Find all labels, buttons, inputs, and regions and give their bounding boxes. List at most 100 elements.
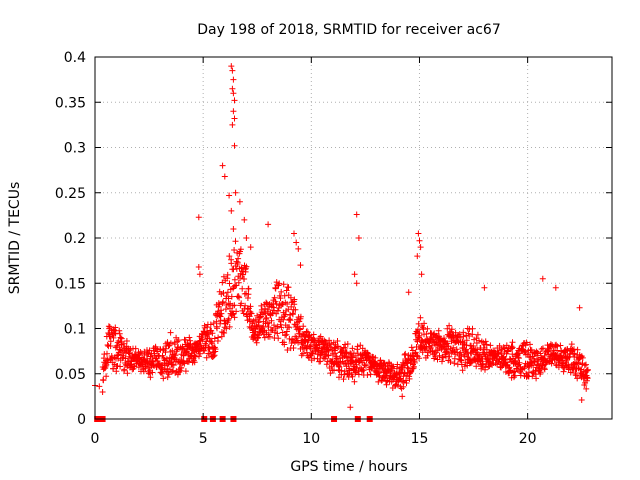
data-point [231, 276, 238, 283]
data-point [415, 334, 422, 341]
data-point [245, 291, 252, 298]
data-point [265, 306, 271, 313]
data-point [236, 294, 243, 301]
data-point [576, 304, 583, 311]
data-point [343, 349, 350, 356]
y-tick-label: 0.2 [64, 231, 86, 247]
data-point [284, 301, 291, 307]
data-point [223, 325, 230, 332]
data-point [512, 372, 518, 379]
data-point [213, 318, 220, 325]
data-point [297, 313, 304, 320]
data-point [474, 346, 481, 353]
data-point [541, 352, 548, 359]
data-point [383, 381, 390, 388]
data-point [218, 310, 225, 317]
data-point [524, 351, 531, 358]
x-tick-label: 10 [302, 431, 320, 447]
data-point [229, 85, 236, 92]
data-point [114, 342, 121, 349]
data-point [415, 326, 421, 333]
data-point [274, 307, 281, 314]
data-point [272, 285, 279, 292]
data-point [349, 359, 355, 366]
data-point [182, 337, 189, 343]
data-point [372, 354, 379, 361]
data-point [350, 358, 356, 365]
data-point [117, 334, 124, 341]
data-point [197, 350, 204, 357]
x-tick-label: 5 [199, 431, 208, 447]
data-point [462, 359, 469, 366]
data-point [291, 296, 298, 303]
data-point [482, 338, 489, 345]
data-point [473, 363, 480, 370]
data-point [232, 238, 239, 245]
data-point [230, 226, 237, 232]
data-point [448, 328, 454, 335]
data-point [508, 345, 515, 352]
data-point [338, 367, 345, 374]
data-point [180, 352, 187, 359]
data-point [402, 350, 409, 357]
data-point [268, 317, 275, 324]
data-point [236, 198, 243, 205]
data-point [278, 301, 285, 308]
data-point [285, 284, 292, 291]
data-point [120, 340, 127, 347]
data-point [278, 324, 285, 331]
data-point [202, 342, 209, 349]
data-point [241, 276, 248, 282]
data-point [340, 376, 347, 383]
data-point [222, 306, 229, 313]
data-point [367, 371, 374, 378]
data-point [281, 341, 288, 348]
data-point [515, 355, 522, 362]
data-point [424, 325, 431, 332]
data-point [344, 341, 351, 347]
data-points [92, 63, 591, 411]
data-point [226, 192, 233, 199]
data-point [231, 302, 238, 309]
data-point [578, 397, 585, 403]
data-point [506, 364, 513, 371]
data-point [211, 335, 218, 342]
data-point [266, 333, 273, 340]
data-point [104, 350, 110, 357]
data-point [557, 342, 564, 349]
data-point [348, 351, 355, 358]
y-axis-ticks: 0 0.05 0.1 0.15 0.2 0.25 0.3 0.35 0.4 [55, 50, 612, 428]
data-point [284, 347, 291, 353]
data-point [487, 360, 494, 367]
data-point [123, 338, 130, 344]
data-point [106, 324, 113, 330]
data-point [283, 287, 290, 294]
data-point [118, 335, 125, 342]
data-point [175, 337, 182, 344]
data-point [103, 373, 110, 380]
data-point [510, 369, 517, 376]
data-point [572, 372, 579, 379]
data-point [212, 346, 219, 353]
data-point [167, 329, 174, 336]
data-point [99, 389, 106, 395]
data-point [554, 343, 561, 350]
data-point [351, 271, 358, 278]
data-point [237, 275, 244, 281]
data-point [226, 280, 233, 287]
data-point [261, 334, 268, 341]
data-point [241, 216, 248, 223]
data-point [286, 324, 293, 331]
data-point [541, 366, 548, 373]
data-point [242, 302, 249, 309]
data-point [226, 323, 233, 330]
data-point [183, 348, 190, 355]
data-point [435, 327, 442, 334]
data-point [185, 358, 192, 365]
data-point [538, 346, 545, 352]
data-point [355, 235, 362, 241]
data-point [394, 361, 401, 368]
data-point [463, 337, 470, 344]
data-point [481, 284, 488, 291]
data-point [539, 275, 546, 282]
